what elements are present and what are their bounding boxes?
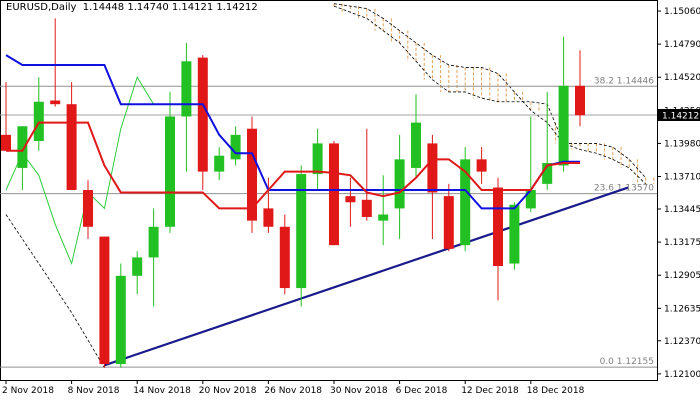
x-axis-tick-label: 18 Dec 2018 xyxy=(527,386,585,396)
chikou-span-line xyxy=(5,76,155,266)
candle-body xyxy=(345,196,356,203)
y-axis-tick-label: 1.14790 xyxy=(664,40,700,50)
candle-body xyxy=(443,196,454,249)
candle-body xyxy=(411,122,421,168)
candle-body xyxy=(460,159,471,246)
candle-body xyxy=(1,134,11,151)
candle-body xyxy=(476,159,487,172)
candle-body xyxy=(329,143,339,246)
candle-body xyxy=(17,126,28,168)
candle-body xyxy=(214,155,225,172)
cloud-upper-line xyxy=(333,3,646,179)
x-axis-tick-label: 20 Nov 2018 xyxy=(199,386,257,396)
kijun-sen-line xyxy=(5,54,580,210)
candle-body xyxy=(115,275,126,365)
y-axis-tick-label: 1.12370 xyxy=(664,337,700,347)
x-axis-tick-label: 14 Nov 2018 xyxy=(133,386,191,396)
y-axis-tick-label: 1.15060 xyxy=(664,7,700,17)
symbol-label: EURUSD,Daily xyxy=(6,2,77,13)
fib-level-label: 0.0 1.12155 xyxy=(600,357,654,367)
x-axis-tick-label: 2 Nov 2018 xyxy=(2,386,54,396)
candle-body xyxy=(197,57,208,172)
candle-body xyxy=(312,143,323,175)
candle-body xyxy=(361,199,372,217)
chart-header: EURUSD,Daily 1.14448 1.14740 1.14121 1.1… xyxy=(6,2,258,13)
candle-body xyxy=(575,85,585,116)
candle-body xyxy=(378,214,389,221)
candle-body xyxy=(148,226,159,258)
cloud-left-trace xyxy=(5,214,105,368)
y-axis-tick-label: 1.13175 xyxy=(664,238,700,248)
candle-body xyxy=(394,159,405,209)
candle-body xyxy=(296,174,307,289)
current-price-label: 1.14212 xyxy=(662,111,699,121)
candle-body xyxy=(132,257,143,276)
candle-body xyxy=(525,190,536,209)
candle-body xyxy=(542,163,553,184)
candle-body xyxy=(66,104,77,190)
candle-body xyxy=(558,85,569,166)
x-axis-tick-label: 30 Nov 2018 xyxy=(330,386,388,396)
tenkan-sen-line xyxy=(6,121,580,210)
candle-body xyxy=(33,101,44,141)
x-axis-tick-label: 8 Nov 2018 xyxy=(68,386,120,396)
candle-body xyxy=(99,236,110,365)
current-price-tag xyxy=(658,108,700,121)
candle-body xyxy=(181,61,192,117)
y-axis-tick-label: 1.13445 xyxy=(664,205,700,215)
candle-body xyxy=(247,128,257,221)
candle-body xyxy=(263,208,274,227)
candle-body xyxy=(427,143,438,193)
y-axis-tick-label: 1.14520 xyxy=(664,73,700,83)
candle-body xyxy=(50,100,61,105)
candle-body xyxy=(230,134,241,160)
trend-line xyxy=(104,186,629,367)
x-axis-tick-label: 6 Dec 2018 xyxy=(396,386,448,396)
y-axis-tick-label: 1.13710 xyxy=(664,173,700,183)
y-axis-tick-label: 1.12100 xyxy=(664,370,700,380)
x-axis-tick-label: 26 Nov 2018 xyxy=(264,386,322,396)
candle-body xyxy=(279,226,290,289)
fib-level-label: 38.2 1.14446 xyxy=(594,76,654,86)
y-axis-tick-label: 1.13980 xyxy=(664,139,700,149)
y-axis-tick-label: 1.12905 xyxy=(664,271,700,281)
x-axis-tick-label: 12 Dec 2018 xyxy=(461,386,519,396)
ohlc-readout: 1.14448 1.14740 1.14121 1.14212 xyxy=(82,2,258,13)
candle-body xyxy=(509,204,520,264)
y-axis-tick-label: 1.12635 xyxy=(664,304,700,314)
candle-body xyxy=(165,116,175,227)
candle-body xyxy=(493,187,503,266)
candle-body xyxy=(83,190,93,227)
